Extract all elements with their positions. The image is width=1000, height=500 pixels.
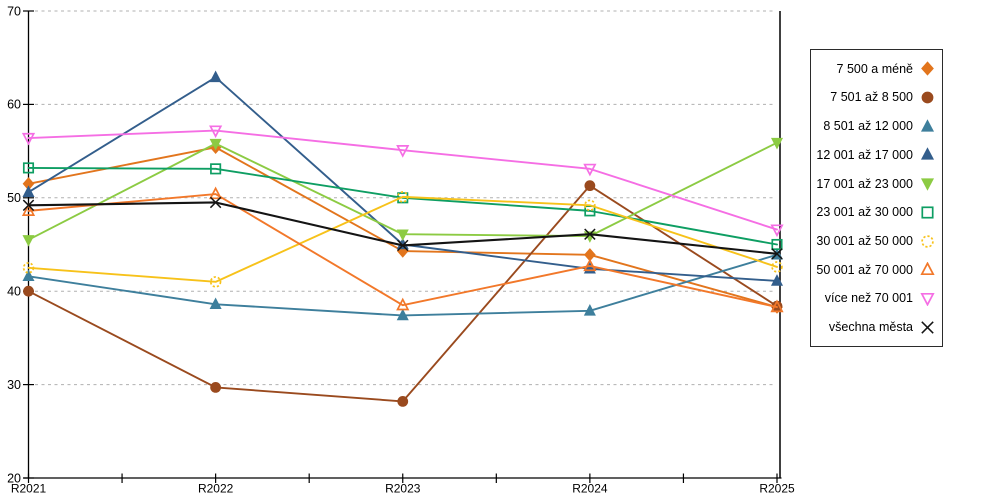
data-point-v-ce-ne-70-001-R2021	[21, 132, 36, 146]
x-tick-label-R2023: R2023	[385, 482, 421, 496]
legend-item-label: 8 501 až 12 000	[823, 119, 913, 134]
data-point-v-echna-m-sta-R2025	[771, 248, 783, 260]
data-point-v-echna-m-sta-R2022	[209, 196, 222, 209]
data-point-30-001-a-50-000-R2022	[209, 276, 222, 288]
legend-item-17-001-a-23-000: 17 001 až 23 000	[815, 170, 935, 198]
data-point-17-001-a-23-000-R2023	[396, 229, 409, 242]
data-point-v-echna-m-sta-R2023	[397, 239, 409, 252]
legend-item-label: 23 001 až 30 000	[816, 205, 913, 220]
data-point-7-501-a-8-500-R2021	[23, 285, 34, 297]
circle-marker-icon	[921, 91, 934, 104]
legend-item-label: 30 001 až 50 000	[816, 234, 913, 249]
series-30-001-a-50-000	[22, 191, 783, 288]
series-line-50-001-a-70-000	[27, 193, 778, 309]
legend-item-v-ce-ne-70-001: více než 70 001	[815, 284, 935, 312]
data-point-50-001-a-70-000-R2025	[770, 299, 784, 313]
series-v-echna-m-sta	[22, 196, 783, 260]
y-tick-label-60: 60	[7, 98, 21, 112]
triangle-up-marker-icon	[920, 118, 935, 132]
legend-item-50-001-a-70-000: 50 001 až 70 000	[815, 256, 935, 284]
y-tick-label-40: 40	[7, 285, 21, 299]
data-point-v-ce-ne-70-001-R2024	[583, 163, 597, 177]
legend-item-8-501-a-12-000: 8 501 až 12 000	[815, 112, 935, 140]
legend-item-label: více než 70 001	[824, 291, 913, 306]
legend: 7 500 a méně 7 501 až 8 500 8 501 až 12 00…	[810, 49, 943, 347]
data-point-30-001-a-50-000-R2024	[584, 199, 596, 212]
data-point-30-001-a-50-000-R2025	[771, 261, 783, 273]
circle-dashed-marker-icon	[921, 234, 934, 248]
x-tick-label-R2025: R2025	[759, 482, 795, 496]
data-point-v-echna-m-sta-R2024	[584, 228, 596, 240]
data-point-12-001-a-17-000-R2022	[209, 70, 222, 83]
data-point-12-001-a-17-000-R2021	[22, 185, 35, 197]
series-line-v-ce-ne-70-001	[27, 129, 778, 231]
legend-item-label: 12 001 až 17 000	[816, 147, 913, 162]
data-point-17-001-a-23-000-R2025	[770, 137, 784, 150]
x-tick-label-R2024: R2024	[572, 482, 608, 496]
legend-item-label: 17 001 až 23 000	[816, 176, 913, 191]
y-tick-label-20: 20	[7, 471, 21, 485]
legend-item-23-001-a-30-000: 23 001 až 30 000	[815, 198, 935, 226]
x-marker-icon	[921, 320, 934, 334]
data-point-v-ce-ne-70-001-R2022	[209, 125, 223, 139]
data-point-23-001-a-30-000-R2021	[22, 162, 35, 174]
series-v-ce-ne-70-001	[21, 125, 784, 238]
legend-item-label: 7 501 až 8 500	[830, 90, 913, 105]
legend-item-label: všechna města	[828, 320, 913, 335]
triangle-down-marker-icon	[920, 292, 935, 306]
y-tick-label-50: 50	[7, 191, 21, 205]
data-point-8-501-a-12-000-R2021	[22, 269, 35, 282]
legend-item-12-001-a-17-000: 12 001 až 17 000	[815, 141, 935, 169]
legend-item-7-500-a-m-n: 7 500 a méně	[815, 55, 935, 83]
data-point-8-501-a-12-000-R2024	[583, 304, 596, 316]
data-point-17-001-a-23-000-R2021	[22, 235, 35, 247]
series-7-501-a-8-500	[23, 180, 783, 407]
data-point-23-001-a-30-000-R2025	[771, 238, 783, 251]
legend-item-7-501-a-8-500: 7 501 až 8 500	[815, 83, 935, 111]
data-point-23-001-a-30-000-R2022	[210, 163, 222, 175]
square-marker-icon	[921, 206, 934, 219]
x-tick-label-R2022: R2022	[198, 482, 234, 496]
legend-item-v-echna-m-sta: všechna města	[815, 313, 935, 341]
data-point-30-001-a-50-000-R2023	[397, 191, 409, 203]
series-line-8-501-a-12-000	[27, 253, 778, 317]
triangle-up-marker-icon	[920, 262, 935, 276]
data-point-17-001-a-23-000-R2022	[209, 138, 222, 151]
data-point-v-ce-ne-70-001-R2023	[396, 145, 410, 158]
series-17-001-a-23-000	[22, 137, 784, 247]
data-point-8-501-a-12-000-R2023	[396, 308, 409, 321]
data-point-v-echna-m-sta-R2021	[22, 199, 35, 212]
data-point-50-001-a-70-000-R2024	[583, 258, 597, 272]
legend-item-30-001-a-50-000: 30 001 až 50 000	[815, 227, 935, 255]
data-point-50-001-a-70-000-R2023	[396, 297, 410, 311]
x-tick-label-R2021: R2021	[11, 482, 47, 496]
triangle-down-marker-icon	[920, 178, 935, 191]
series-50-001-a-70-000	[21, 186, 784, 313]
data-point-7-501-a-8-500-R2023	[397, 396, 409, 407]
data-point-7-501-a-8-500-R2024	[584, 180, 596, 192]
data-point-12-001-a-17-000-R2025	[770, 274, 784, 286]
diamond-marker-icon	[921, 61, 934, 76]
legend-item-label: 50 001 až 70 000	[816, 262, 913, 277]
y-tick-label-30: 30	[7, 378, 21, 392]
legend-item-label: 7 500 a méně	[836, 61, 913, 76]
data-point-8-501-a-12-000-R2022	[209, 297, 222, 310]
series-line-30-001-a-50-000	[27, 195, 778, 283]
data-point-7-501-a-8-500-R2022	[210, 382, 222, 393]
data-point-30-001-a-50-000-R2021	[22, 262, 35, 274]
triangle-up-marker-icon	[920, 147, 935, 161]
y-tick-label-70: 70	[7, 4, 21, 18]
data-point-50-001-a-70-000-R2021	[21, 203, 36, 216]
data-point-v-ce-ne-70-001-R2025	[770, 224, 784, 238]
data-point-50-001-a-70-000-R2022	[209, 186, 223, 200]
